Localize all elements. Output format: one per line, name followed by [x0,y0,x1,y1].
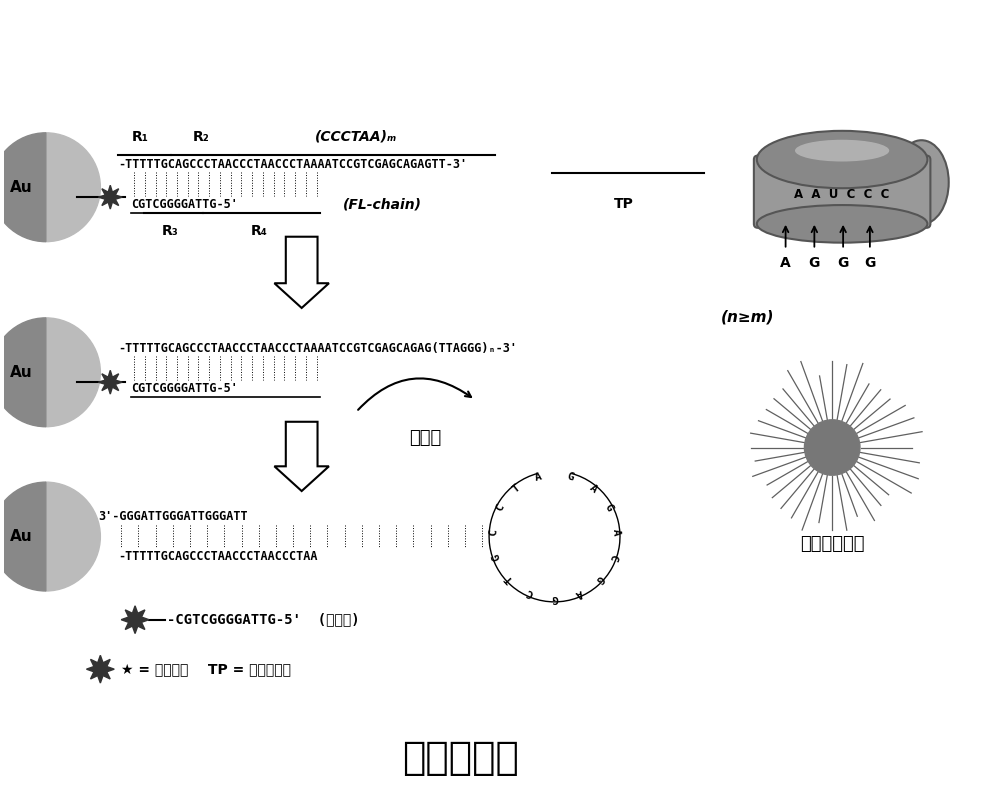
Text: G: G [864,257,876,270]
Polygon shape [86,655,114,683]
Text: TP: TP [614,197,634,211]
Text: -TTTTTGCAGCCCTAACCCTAACCCTAAAATCCGTCGAGCAGAGTT-3': -TTTTTGCAGCCCTAACCCTAACCCTAAAATCCGTCGAGC… [118,158,467,171]
Wedge shape [46,318,100,426]
Text: Au: Au [10,365,32,380]
Text: (n≥m): (n≥m) [721,310,775,324]
Text: -TTTTTGCAGCCCTAACCCTAACCCTAAAATCCGTCGAGCAGAG(TTAGGG)ₙ-3': -TTTTTGCAGCCCTAACCCTAACCCTAAAATCCGTCGAGC… [118,342,517,355]
Text: A: A [534,471,543,483]
Text: C: C [525,587,535,598]
Text: -CGTCGGGGATTG-5'  (荧光开): -CGTCGGGGATTG-5' (荧光开) [167,613,359,626]
Polygon shape [98,186,122,209]
Text: R₁: R₁ [132,130,148,144]
FancyArrow shape [274,237,329,308]
FancyBboxPatch shape [754,155,930,228]
Text: (FL-chain): (FL-chain) [343,197,422,211]
Text: 原理示意图: 原理示意图 [402,739,519,778]
Wedge shape [0,318,46,426]
Text: G: G [603,502,615,514]
Text: CGTCGGGGATTG-5': CGTCGGGGATTG-5' [131,198,238,210]
Text: G: G [551,593,558,603]
Circle shape [804,420,860,475]
Text: R₃: R₃ [161,224,178,238]
Text: Au: Au [10,180,32,194]
Text: 3'-GGGATTGGGATTGGGATT: 3'-GGGATTGGGATTGGGATT [98,510,248,523]
Text: C: C [494,502,506,514]
Text: G: G [491,552,502,562]
Text: 球形核酸探针: 球形核酸探针 [800,535,864,554]
Text: Au: Au [10,529,32,544]
Text: C: C [607,552,618,562]
Text: G: G [566,471,575,483]
Text: -TTTTTGCAGCCCTAACCCTAACCCTAA: -TTTTTGCAGCCCTAACCCTAACCCTAA [118,550,318,563]
Text: A: A [611,528,621,536]
Ellipse shape [811,429,844,457]
Text: T: T [510,482,522,494]
Wedge shape [0,133,46,242]
Text: G: G [837,257,849,270]
Text: (CCCTAA)ₘ: (CCCTAA)ₘ [315,130,397,144]
Text: CGTCGGGGATTG-5': CGTCGGGGATTG-5' [131,382,238,394]
Wedge shape [46,133,100,242]
Ellipse shape [795,140,889,162]
Polygon shape [98,370,122,394]
Ellipse shape [894,140,949,224]
Ellipse shape [757,205,927,242]
Text: G: G [809,257,820,270]
Text: G: G [594,573,606,584]
Text: A: A [574,587,584,598]
Text: A: A [780,257,791,270]
Ellipse shape [757,131,927,188]
Text: ★ = 荧光染料    TP = 端粒酶引物: ★ = 荧光染料 TP = 端粒酶引物 [121,662,291,676]
Text: 链替换: 链替换 [410,429,442,446]
Text: A  A  U  C  C  C: A A U C C C [794,188,890,201]
FancyArrow shape [274,422,329,491]
Text: C: C [488,528,498,536]
Wedge shape [46,482,100,591]
Text: A: A [587,482,599,494]
Text: R₄: R₄ [251,224,267,238]
Polygon shape [121,606,149,634]
Text: R₂: R₂ [193,130,210,144]
Wedge shape [0,482,46,591]
Text: T: T [504,573,515,584]
